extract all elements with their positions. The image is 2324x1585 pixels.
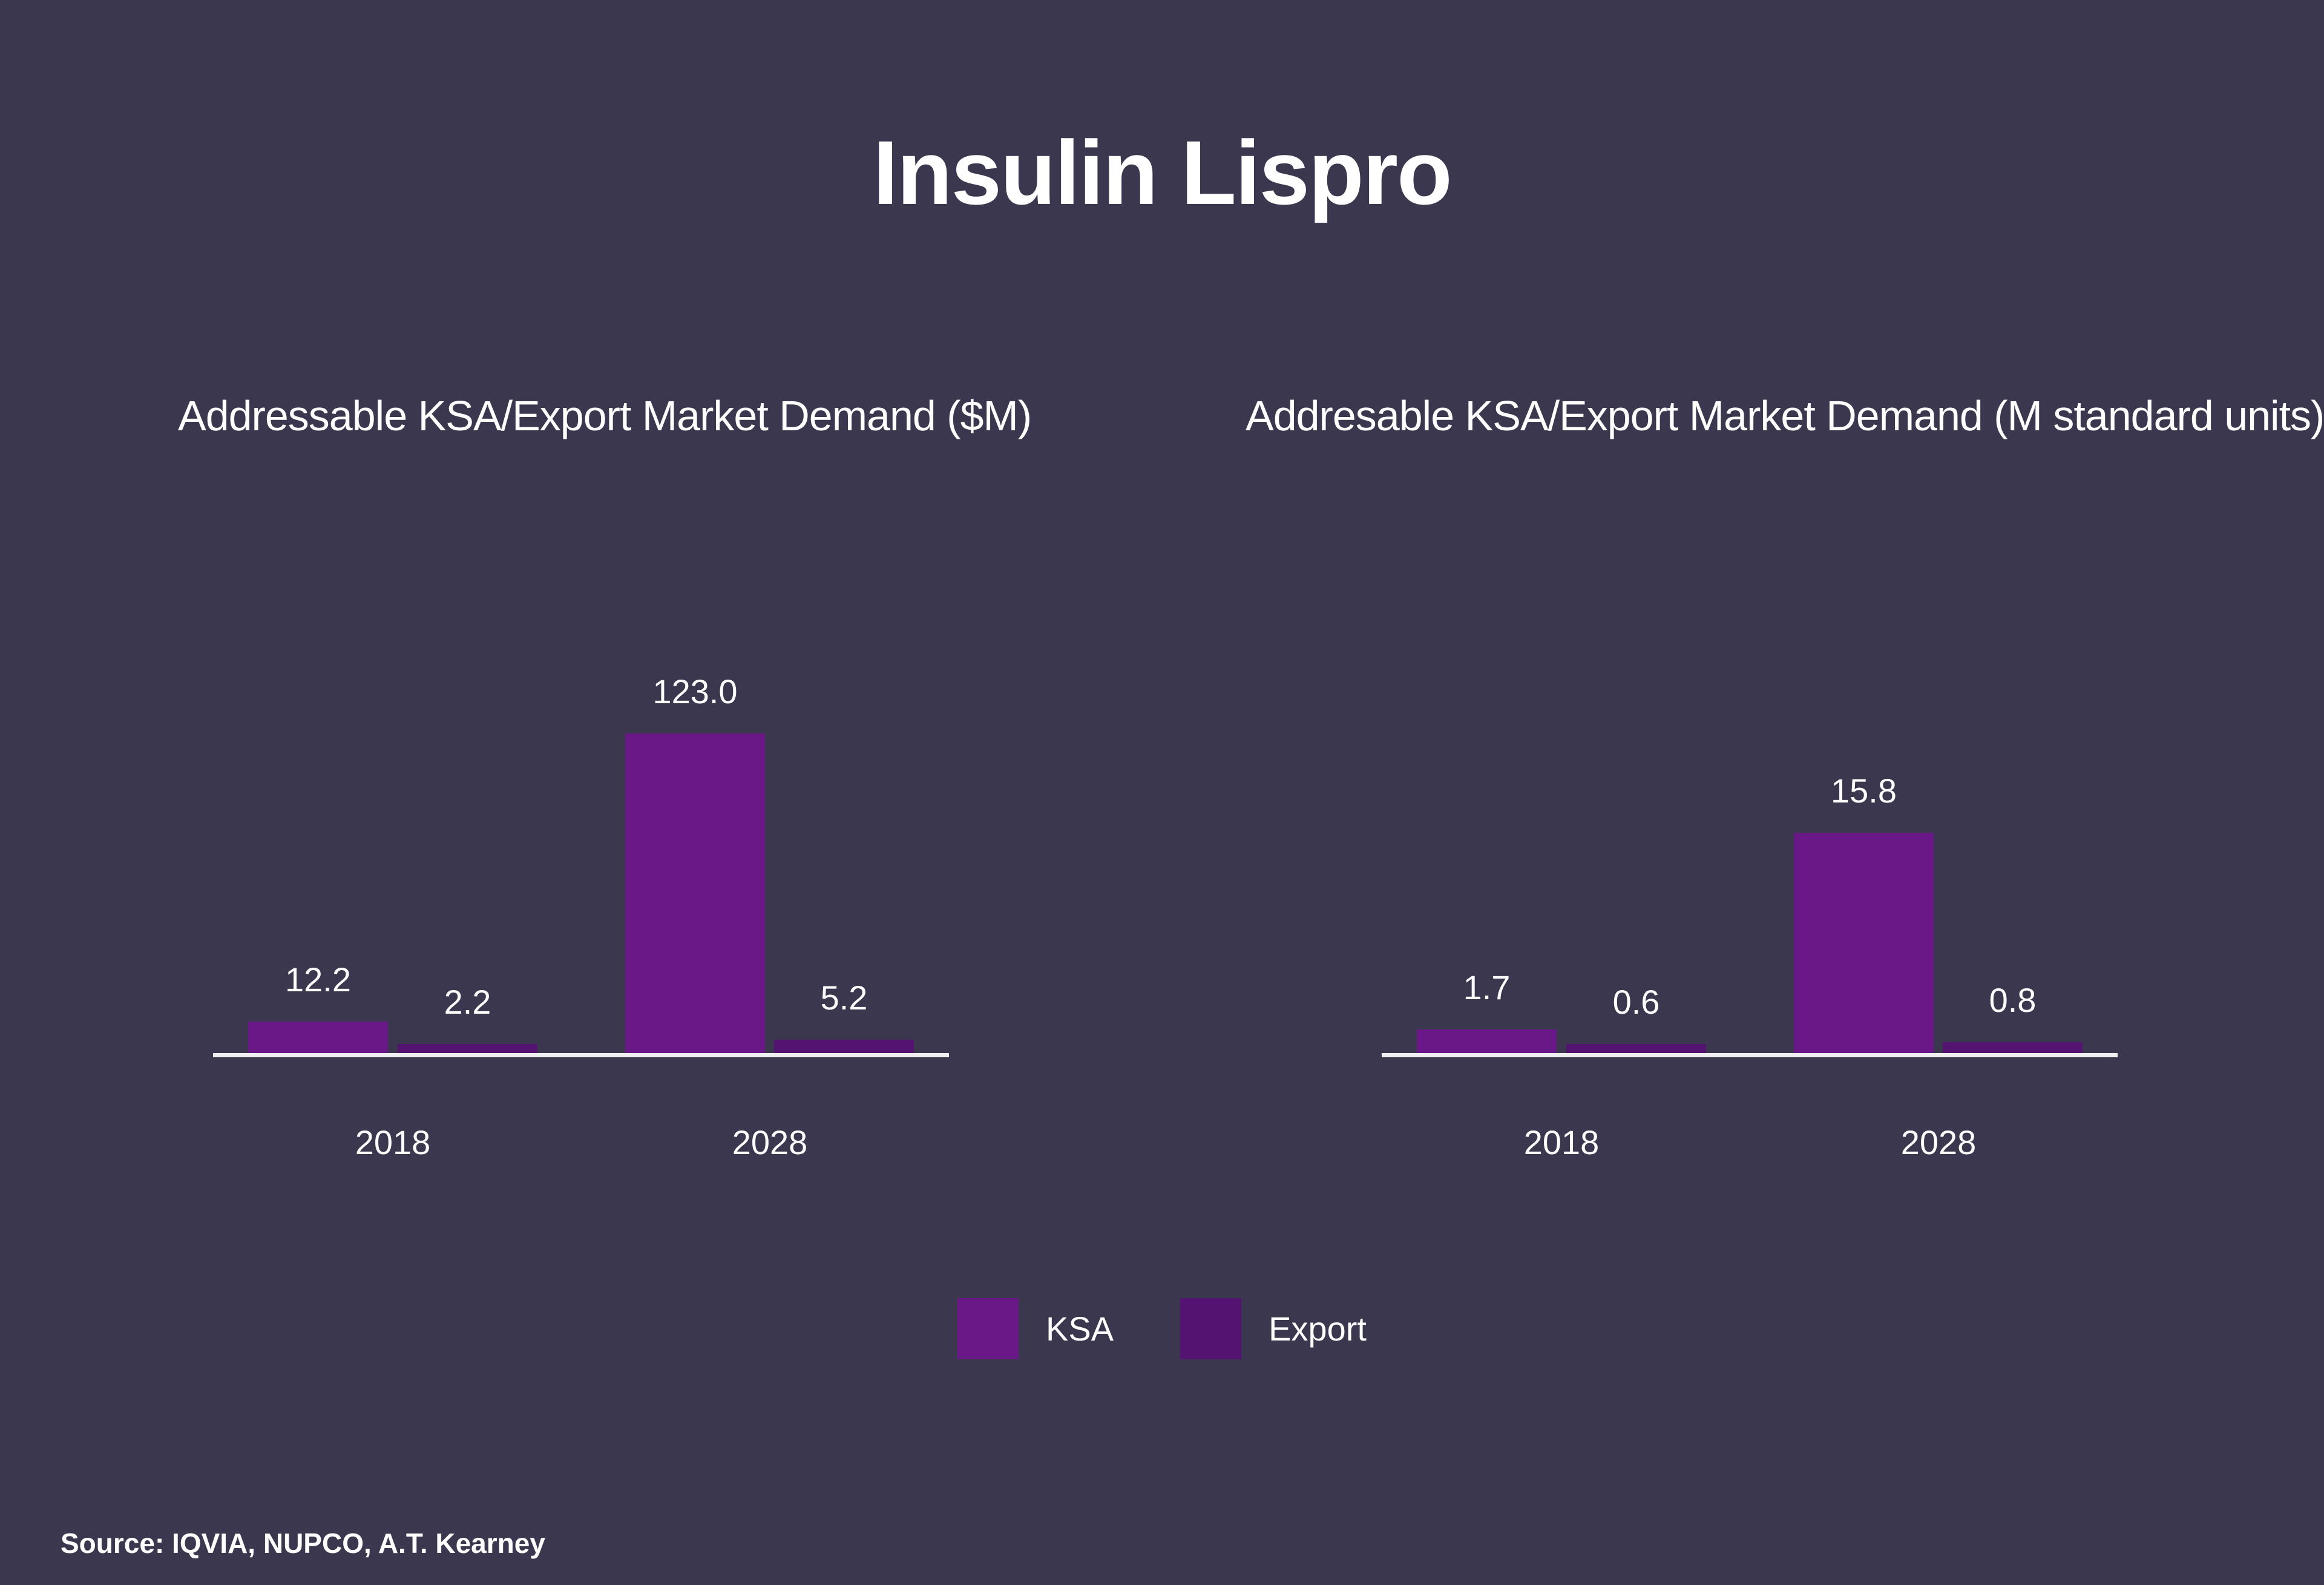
source-note: Source: IQVIA, NUPCO, A.T. Kearney [61, 1528, 545, 1559]
chart-title-dollar-demand: Addressable KSA/Export Market Demand ($M… [178, 392, 1032, 439]
x-axis-label-2028: 2028 [1900, 1123, 1977, 1161]
bar-rect-export-2018 [1566, 1044, 1706, 1053]
legend-item-ksa: KSA [957, 1298, 1114, 1359]
legend-label-export: Export [1269, 1310, 1367, 1348]
bar-value-label-export-2018: 2.2 [444, 983, 491, 1022]
x-axis-label-2028: 2028 [732, 1123, 808, 1161]
bar-value-label-ksa-2018: 1.7 [1463, 968, 1511, 1007]
plot-area-units-demand: 1.7 0.6 2018 15.8 0.8 2028 [1382, 625, 2118, 1161]
bar-value-label-ksa-2028: 123.0 [652, 672, 738, 711]
export-swatch-icon [1180, 1298, 1242, 1359]
bar-rect-export-2018 [398, 1044, 537, 1053]
bar-value-label-ksa-2028: 15.8 [1831, 772, 1897, 810]
bar-rect-ksa-2018 [1417, 1029, 1557, 1053]
bar-rect-export-2028 [774, 1039, 914, 1053]
bar-rect-ksa-2028 [625, 733, 765, 1053]
bar-rect-ksa-2018 [248, 1021, 388, 1053]
chart-title-units-demand: Addresable KSA/Export Market Demand (M s… [1246, 392, 2324, 439]
ksa-swatch-icon [957, 1298, 1019, 1359]
x-axis-line [1382, 1053, 2118, 1057]
plot-area-dollar-demand: 12.2 2.2 2018 123.0 5.2 2028 [213, 625, 949, 1161]
bar-rect-ksa-2028 [1794, 833, 1934, 1053]
legend-item-export: Export [1180, 1298, 1367, 1359]
page-title: Insulin Lispro [873, 122, 1452, 223]
bar-value-label-export-2028: 5.2 [820, 979, 868, 1017]
x-axis-label-2018: 2018 [1523, 1123, 1600, 1161]
legend-label-ksa: KSA [1046, 1310, 1114, 1348]
bar-rect-export-2028 [1943, 1042, 2083, 1053]
legend: KSA Export [0, 1298, 2324, 1359]
x-axis-label-2018: 2018 [355, 1123, 431, 1161]
x-axis-line [213, 1053, 949, 1057]
bar-value-label-export-2018: 0.6 [1612, 983, 1660, 1022]
bar-value-label-export-2028: 0.8 [1989, 980, 2037, 1019]
bar-value-label-ksa-2018: 12.2 [285, 960, 351, 999]
